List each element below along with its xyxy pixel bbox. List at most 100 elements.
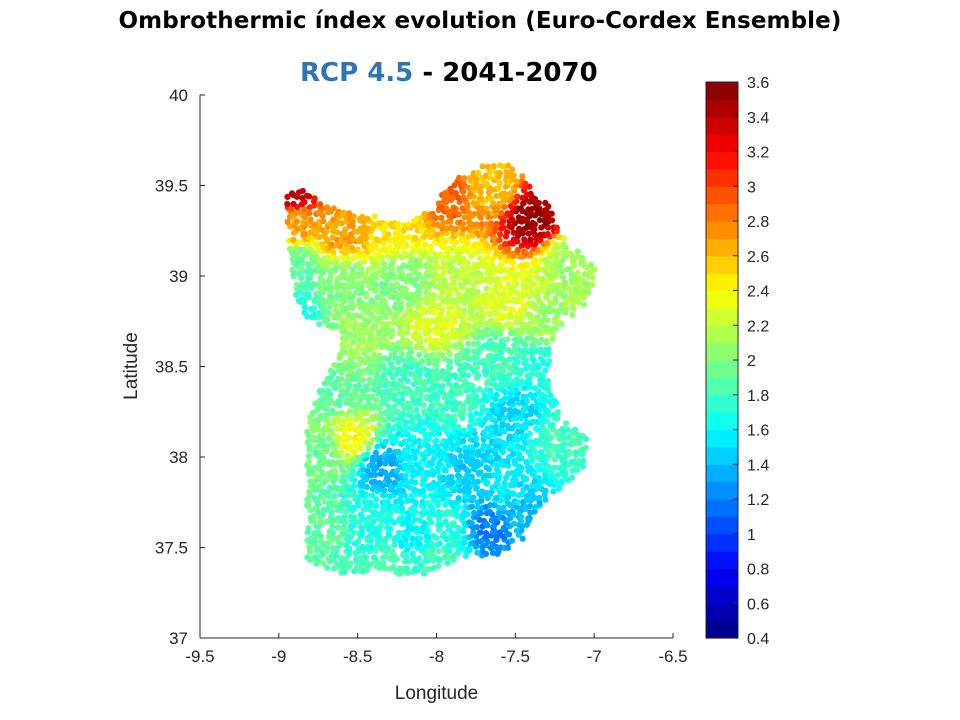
data-point — [301, 296, 308, 304]
data-point — [531, 337, 538, 344]
data-point — [364, 567, 371, 574]
data-point — [455, 251, 462, 258]
data-point — [434, 443, 441, 450]
data-point — [470, 271, 477, 278]
data-point — [544, 317, 551, 324]
data-point — [530, 343, 538, 350]
data-point — [430, 297, 437, 304]
data-point — [293, 281, 300, 288]
data-point — [359, 433, 367, 440]
data-point — [324, 458, 331, 466]
data-point — [433, 534, 440, 542]
data-point — [394, 398, 401, 405]
data-point — [376, 315, 383, 322]
data-point — [398, 504, 405, 511]
data-point — [417, 535, 424, 542]
data-point — [413, 215, 421, 222]
data-point — [384, 544, 391, 551]
data-point — [419, 227, 426, 235]
data-point — [346, 290, 353, 297]
data-point — [407, 413, 414, 420]
data-point — [368, 357, 375, 364]
data-point — [434, 393, 441, 400]
data-point — [544, 231, 551, 238]
data-point — [460, 437, 467, 445]
data-point — [504, 494, 512, 501]
data-point — [516, 225, 523, 232]
data-point — [438, 235, 445, 242]
data-point — [461, 509, 468, 516]
data-point — [336, 382, 344, 389]
y-tick-label: 38.5 — [155, 358, 188, 377]
data-point — [421, 210, 428, 217]
data-point — [488, 352, 495, 359]
data-point — [304, 279, 311, 286]
data-point — [374, 301, 381, 309]
data-point — [589, 281, 596, 288]
data-point — [447, 185, 454, 193]
data-point — [328, 509, 335, 516]
colorbar-segment — [706, 151, 738, 170]
data-point — [320, 442, 327, 449]
data-point — [393, 317, 400, 324]
data-point — [469, 287, 477, 294]
data-point — [559, 257, 566, 264]
data-point — [400, 262, 407, 269]
data-point — [373, 236, 380, 243]
data-point — [425, 326, 432, 333]
data-point — [324, 418, 331, 425]
data-point — [574, 269, 582, 276]
data-point — [568, 290, 575, 297]
data-point — [376, 352, 383, 359]
data-point — [438, 373, 445, 380]
x-tick-label: -7 — [587, 647, 602, 666]
data-point — [540, 467, 547, 474]
data-point — [421, 520, 428, 527]
data-point — [389, 327, 396, 334]
data-point — [551, 456, 558, 463]
data-point — [413, 406, 420, 413]
colorbar-segment — [706, 221, 738, 239]
data-point — [579, 432, 586, 439]
data-point — [508, 412, 515, 419]
data-point — [506, 356, 513, 363]
data-point — [483, 489, 490, 497]
data-point — [551, 397, 558, 404]
data-point — [307, 548, 314, 555]
data-point — [434, 468, 441, 475]
data-point — [318, 277, 325, 284]
data-point — [316, 321, 323, 328]
data-point — [340, 267, 347, 274]
data-point — [413, 525, 420, 532]
data-point — [449, 433, 456, 440]
data-point — [356, 260, 363, 267]
data-point — [391, 350, 398, 357]
data-point — [416, 561, 423, 568]
data-point — [319, 469, 326, 476]
data-point — [380, 334, 387, 341]
data-point — [378, 510, 385, 517]
data-point — [413, 448, 420, 455]
data-point — [314, 545, 321, 552]
data-point — [442, 518, 449, 525]
data-point — [470, 494, 477, 501]
data-point — [470, 170, 477, 177]
data-point — [521, 321, 528, 328]
data-point — [371, 213, 378, 220]
data-point — [510, 451, 517, 458]
data-point — [323, 447, 330, 455]
data-point — [421, 233, 428, 240]
data-point — [301, 309, 308, 316]
data-point — [407, 454, 414, 461]
data-point — [456, 275, 463, 282]
data-point — [519, 444, 526, 451]
data-point — [344, 377, 351, 384]
data-point — [497, 261, 504, 268]
data-point — [436, 320, 443, 327]
data-point — [374, 294, 381, 301]
data-point — [493, 192, 500, 200]
data-point — [365, 302, 372, 309]
data-point — [509, 259, 516, 266]
data-point — [482, 240, 489, 247]
data-point — [372, 471, 379, 478]
